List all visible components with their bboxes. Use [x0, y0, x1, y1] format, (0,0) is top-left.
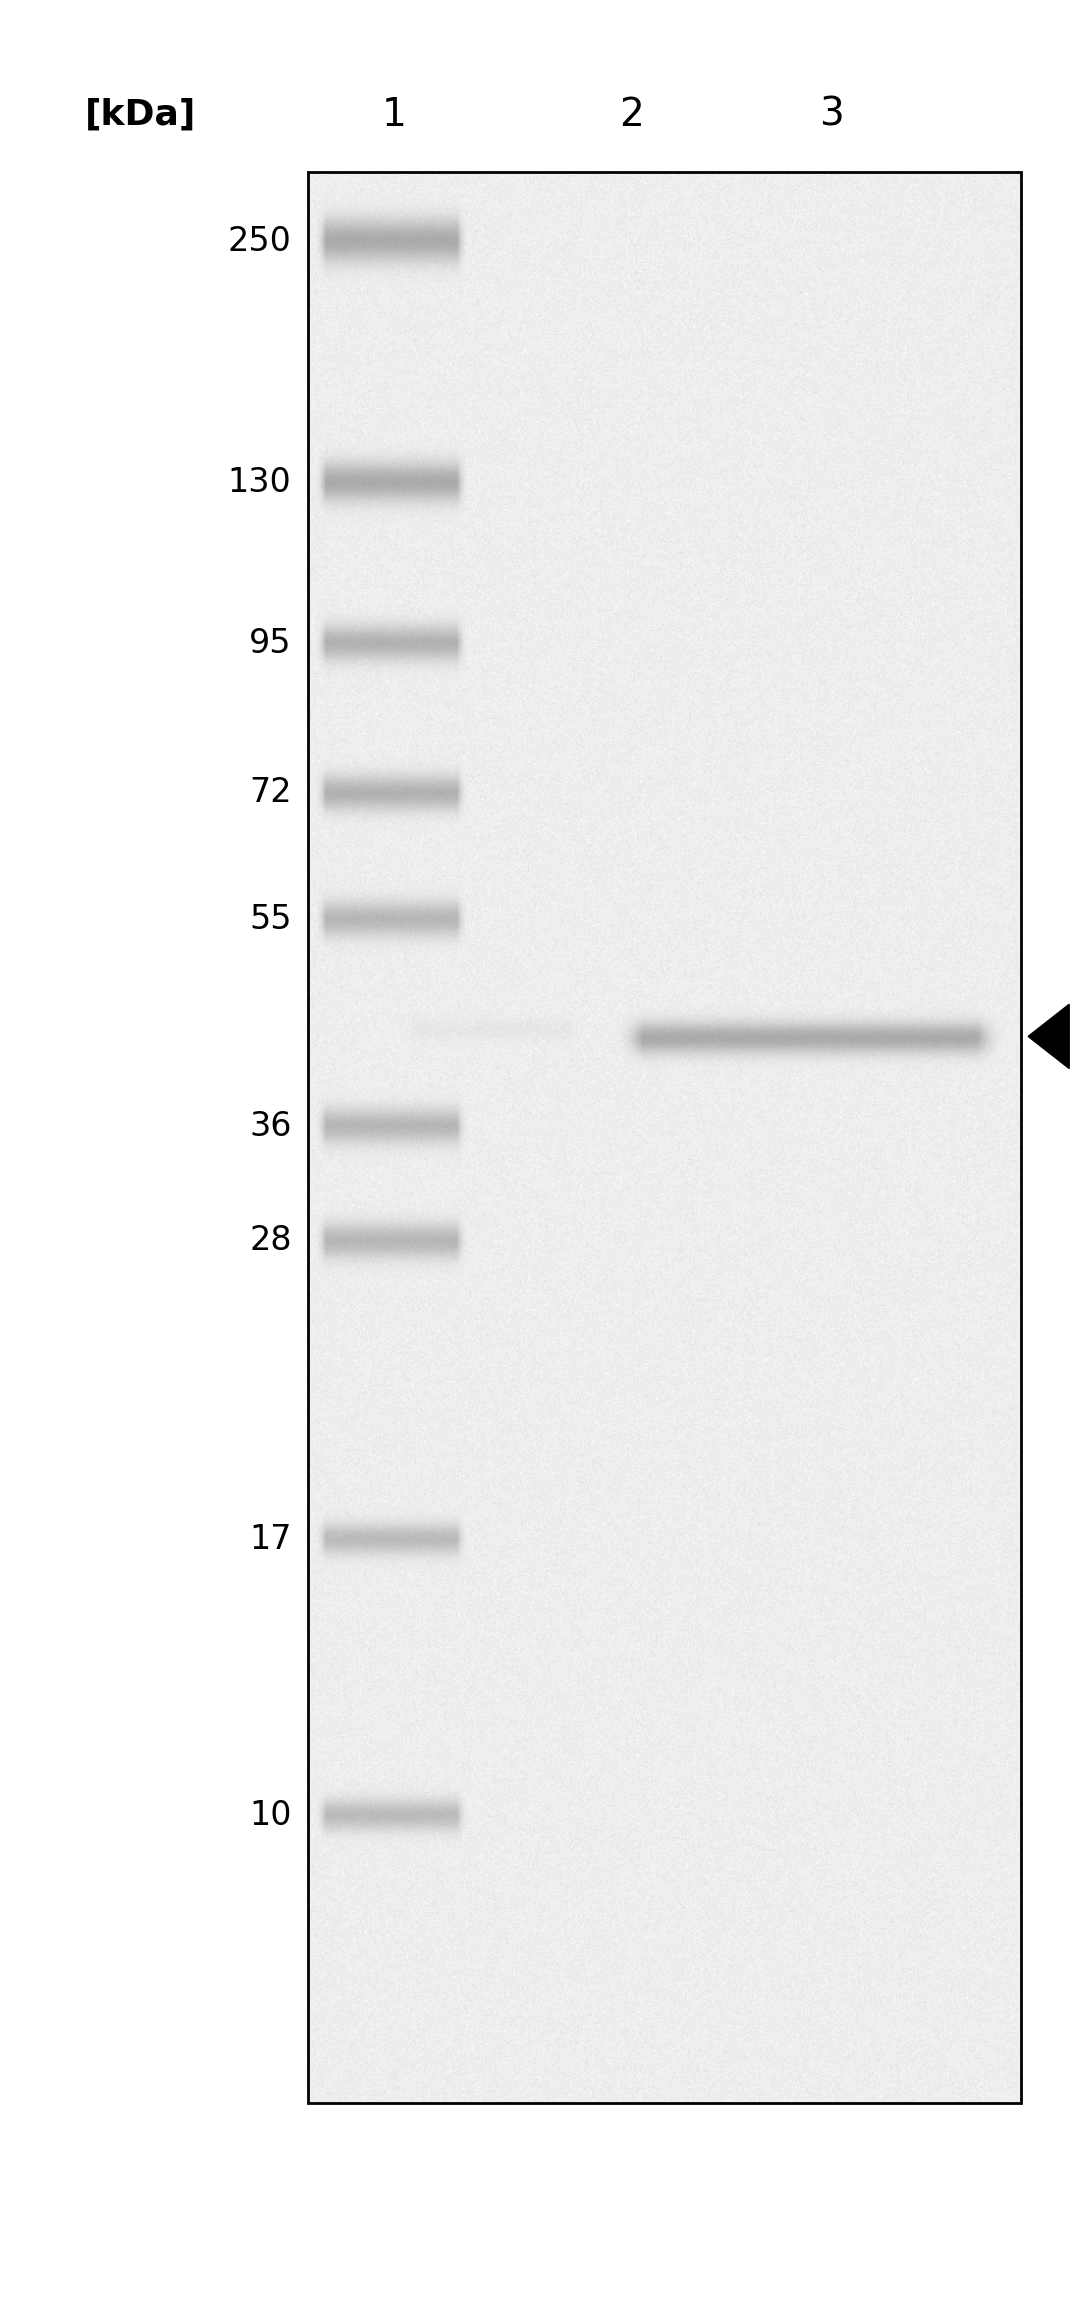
Text: 72: 72: [249, 777, 292, 809]
Text: [kDa]: [kDa]: [84, 99, 197, 131]
Text: 10: 10: [249, 1799, 292, 1832]
Text: 2: 2: [620, 97, 644, 133]
Text: 36: 36: [249, 1110, 292, 1142]
Text: 28: 28: [249, 1225, 292, 1257]
Text: 55: 55: [249, 903, 292, 935]
Text: 95: 95: [249, 627, 292, 660]
Text: 1: 1: [381, 97, 407, 133]
Text: 250: 250: [228, 225, 292, 257]
Polygon shape: [1028, 1004, 1069, 1069]
Text: 3: 3: [820, 97, 843, 133]
Bar: [308, 172, 1021, 2103]
Text: 130: 130: [228, 466, 292, 499]
Text: 17: 17: [249, 1524, 292, 1556]
